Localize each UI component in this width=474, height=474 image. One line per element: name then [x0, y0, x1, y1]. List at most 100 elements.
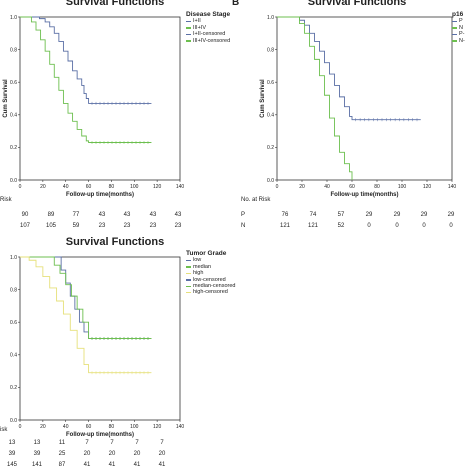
- y-tick-label: 0.4: [10, 353, 17, 359]
- risk-cell: 29: [365, 212, 373, 218]
- y-tick-label: 0.4: [10, 113, 17, 119]
- x-tick-label: 0: [276, 184, 279, 190]
- risk-cell: 7: [110, 440, 114, 446]
- y-tick-label: 0.6: [10, 80, 17, 86]
- survival-curve: [277, 16, 353, 180]
- risk-cell: 23: [98, 223, 106, 229]
- legend-label: N: [459, 24, 463, 31]
- risk-cell: 29: [420, 212, 428, 218]
- legend-item: I+II-censored: [186, 31, 230, 37]
- risk-cell: 23: [123, 223, 131, 229]
- y-tick-label: 1.0: [10, 255, 17, 261]
- risk-cell: 0: [449, 223, 453, 229]
- risk-cell: 87: [58, 462, 66, 468]
- legend-item: P-: [452, 31, 465, 37]
- risk-cell: 20: [108, 451, 116, 457]
- risk-cell: 29: [447, 212, 455, 218]
- x-tick-label: 120: [153, 184, 162, 190]
- legend-swatch: [186, 285, 191, 287]
- plot-frame: [276, 16, 453, 181]
- legend-item: N: [452, 25, 465, 31]
- risk-cell: 23: [149, 223, 157, 229]
- legend-swatch: [452, 33, 457, 36]
- x-tick-label: 60: [86, 424, 92, 430]
- risk-cell: 41: [158, 462, 166, 468]
- risk-cell: 0: [367, 223, 371, 229]
- legend-label: median: [193, 263, 212, 270]
- x-axis-label: Follow-up time(months): [66, 192, 134, 198]
- risk-cell: 43: [149, 212, 157, 218]
- x-tick-label: 120: [423, 184, 432, 190]
- panel-b-legend: p16 P N P- N-: [452, 11, 465, 44]
- risk-cell: 41: [108, 462, 116, 468]
- y-tick-label: 0.0: [10, 418, 17, 424]
- y-tick-label: 0.2: [10, 385, 17, 391]
- legend-swatch: [452, 27, 457, 29]
- panel-b-title: Survival Functions: [307, 0, 407, 8]
- x-tick-label: 140: [448, 184, 457, 190]
- legend-swatch: [186, 279, 191, 281]
- x-tick-label: 80: [109, 184, 115, 190]
- risk-cell: 105: [45, 223, 56, 229]
- risk-cell: 11: [58, 440, 66, 446]
- risk-row-label: P: [241, 212, 246, 218]
- legend-swatch: [186, 266, 191, 268]
- risk-cell: 0: [422, 223, 426, 229]
- survival-curve: [20, 16, 152, 104]
- panel-c-title: Survival Functions: [65, 236, 165, 248]
- risk-cell: 89: [47, 212, 55, 218]
- legend-label: high: [193, 270, 204, 277]
- risk-cell: 77: [72, 212, 80, 218]
- y-tick-label: 0.2: [10, 145, 17, 151]
- risk-cell: 121: [279, 223, 290, 229]
- survival-curve: [20, 16, 152, 143]
- risk-table-header: Risk: [0, 197, 12, 203]
- risk-cell: 141: [31, 462, 42, 468]
- panel-b-letter: B: [232, 0, 240, 8]
- risk-cell: 25: [58, 451, 66, 457]
- risk-cell: 74: [309, 212, 317, 218]
- y-tick-label: 1.0: [10, 15, 17, 21]
- x-axis-label: Follow-up time(months): [66, 432, 134, 438]
- risk-cell: 13: [33, 440, 41, 446]
- y-tick-label: 0.0: [267, 178, 274, 184]
- legend-title: Tumor Grade: [186, 250, 227, 257]
- legend-label: N-: [459, 37, 465, 44]
- legend-item: high: [186, 270, 236, 276]
- risk-cell: 41: [133, 462, 141, 468]
- risk-cell: 7: [85, 440, 89, 446]
- y-tick-label: 0.8: [267, 47, 274, 53]
- survival-curve: [20, 256, 152, 374]
- risk-cell: 20: [158, 451, 166, 457]
- x-tick-label: 140: [176, 184, 185, 190]
- risk-table-header: isk: [0, 427, 8, 433]
- legend-swatch: [452, 20, 457, 23]
- legend-item: P: [452, 18, 465, 24]
- y-tick-label: 0.8: [10, 47, 17, 53]
- y-tick-label: 0.0: [10, 178, 17, 184]
- legend-swatch: [186, 291, 191, 294]
- legend-swatch: [186, 20, 191, 23]
- legend-label: I+II-censored: [193, 31, 226, 38]
- risk-cell: 52: [337, 223, 345, 229]
- x-tick-label: 100: [130, 184, 139, 190]
- legend-label: I+II: [193, 18, 201, 25]
- x-tick-label: 0: [19, 184, 22, 190]
- y-tick-label: 0.6: [267, 80, 274, 86]
- risk-cell: 41: [83, 462, 91, 468]
- x-tick-label: 20: [299, 184, 305, 190]
- panel-a-legend: Disease Stage I+II III+IV I+II-censored …: [186, 11, 230, 44]
- panel-c-legend: Tumor Grade low median high low-censored…: [186, 250, 236, 296]
- x-tick-label: 60: [86, 184, 92, 190]
- legend-item: N-: [452, 38, 465, 44]
- legend-swatch: [186, 27, 191, 29]
- risk-cell: 76: [281, 212, 289, 218]
- x-tick-label: 40: [63, 424, 69, 430]
- panel-a-title: Survival Functions: [65, 0, 165, 8]
- risk-cell: 90: [21, 212, 29, 218]
- legend-swatch: [186, 272, 191, 275]
- legend-item: I+II: [186, 18, 230, 24]
- legend-item: III+IV: [186, 25, 230, 31]
- y-tick-label: 0.8: [10, 287, 17, 293]
